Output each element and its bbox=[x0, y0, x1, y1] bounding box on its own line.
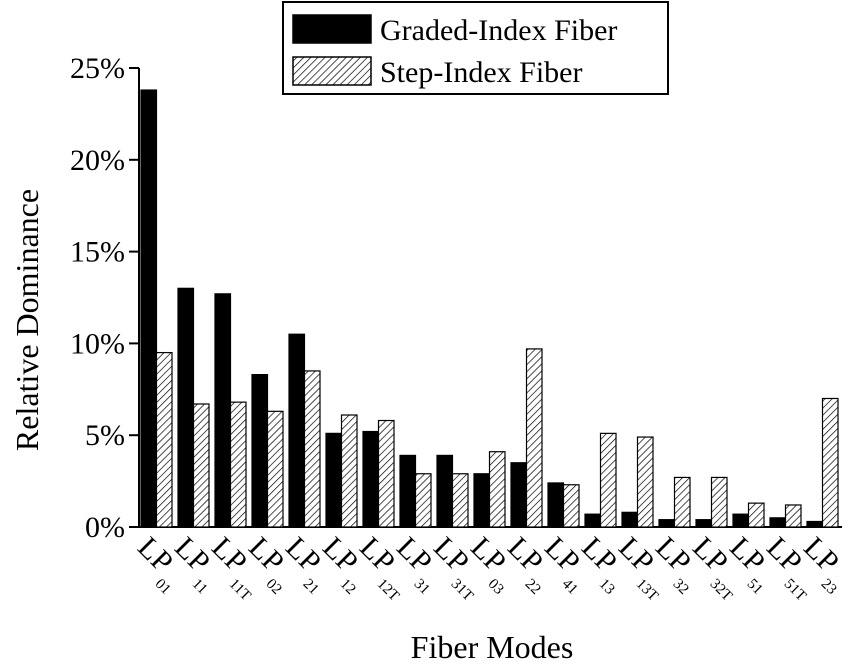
x-tick-label-sub: 23 bbox=[818, 576, 840, 598]
x-tick-label-sub: 13 bbox=[596, 576, 618, 598]
bar-graded-51t bbox=[769, 517, 787, 528]
bars-group bbox=[140, 89, 839, 528]
y-tick-label: 5% bbox=[85, 419, 125, 452]
bar-graded-12t bbox=[362, 430, 380, 528]
bar-graded-03 bbox=[473, 473, 491, 528]
bar-step-03 bbox=[488, 451, 506, 528]
bar-graded-32t bbox=[695, 519, 713, 528]
x-tick-label-sub: 51T bbox=[781, 576, 809, 604]
bar-step-41 bbox=[562, 484, 580, 528]
x-tick-label-sub: 32T bbox=[707, 576, 735, 604]
legend: Graded-Index Fiber Step-Index Fiber bbox=[282, 1, 669, 95]
bar-graded-41 bbox=[547, 482, 565, 528]
x-tick-label-sub: 12T bbox=[374, 576, 402, 604]
bar-step-32 bbox=[673, 476, 691, 528]
x-tick-label-sub: 11 bbox=[189, 576, 211, 598]
bar-step-23 bbox=[821, 397, 839, 528]
bar-step-02 bbox=[266, 410, 284, 528]
bar-step-01 bbox=[155, 351, 173, 528]
bar-step-13t bbox=[636, 436, 654, 528]
bar-graded-51 bbox=[732, 513, 750, 528]
bar-step-13 bbox=[599, 432, 617, 528]
bar-step-12t bbox=[377, 419, 395, 528]
bar-step-11t bbox=[229, 401, 247, 528]
y-tick-label: 25% bbox=[70, 52, 125, 85]
x-tick-label-sub: 11T bbox=[226, 576, 254, 604]
bar-step-31t bbox=[451, 473, 469, 528]
bar-step-31 bbox=[414, 473, 432, 528]
bar-graded-01 bbox=[140, 89, 158, 528]
x-tick-label-sub: 32 bbox=[670, 576, 692, 598]
bar-graded-13t bbox=[621, 511, 639, 528]
bar-step-51t bbox=[784, 504, 802, 528]
bar-graded-32 bbox=[658, 519, 676, 528]
x-tick-label-sub: 31 bbox=[411, 576, 433, 598]
bar-graded-12 bbox=[325, 432, 343, 528]
bar-step-21 bbox=[303, 370, 321, 528]
y-tick-label: 0% bbox=[85, 511, 125, 544]
x-tick-label-sub: 01 bbox=[152, 576, 174, 598]
bar-graded-31t bbox=[436, 454, 454, 528]
bar-graded-11t bbox=[214, 293, 232, 528]
y-tick-label: 15% bbox=[70, 236, 125, 269]
x-tick-label-sub: 21 bbox=[300, 576, 322, 598]
legend-swatch-graded bbox=[292, 14, 372, 44]
bar-step-11 bbox=[192, 403, 210, 528]
bar-graded-11 bbox=[177, 287, 195, 528]
bar-step-12 bbox=[340, 414, 358, 528]
bar-graded-22 bbox=[510, 462, 528, 528]
y-tick-label: 20% bbox=[70, 144, 125, 177]
x-tick-label-sub: 03 bbox=[485, 576, 507, 598]
y-axis-ticks: 0% 5% 10% 15% 20% 25% bbox=[70, 52, 139, 544]
y-axis-title: Relative Dominance bbox=[9, 189, 45, 451]
x-axis-title: Fiber Modes bbox=[411, 629, 574, 665]
y-tick-label: 10% bbox=[70, 327, 125, 360]
bar-graded-21 bbox=[288, 333, 306, 528]
bar-graded-23 bbox=[806, 520, 824, 528]
bar-graded-13 bbox=[584, 513, 602, 528]
legend-label-step: Step-Index Fiber bbox=[380, 56, 582, 89]
bar-graded-02 bbox=[251, 374, 269, 528]
legend-swatch-step bbox=[292, 56, 372, 86]
bar-step-22 bbox=[525, 348, 543, 528]
bar-graded-31 bbox=[399, 454, 417, 528]
x-tick-label-sub: 22 bbox=[522, 576, 544, 598]
legend-label-graded: Graded-Index Fiber bbox=[380, 14, 617, 47]
x-tick-label-sub: 13T bbox=[633, 576, 661, 604]
x-tick-label-sub: 41 bbox=[559, 576, 581, 598]
x-tick-label-sub: 02 bbox=[263, 576, 285, 598]
x-axis-tick-labels: LP01LP11LP11TLP02LP21LP12LP12TLP31LP31TL… bbox=[131, 531, 845, 605]
x-tick-label-main: LP bbox=[797, 531, 845, 579]
x-tick-label-sub: 31T bbox=[448, 576, 476, 604]
x-tick-label-sub: 12 bbox=[337, 576, 359, 598]
x-tick-label-sub: 51 bbox=[744, 576, 766, 598]
bar-step-32t bbox=[710, 476, 728, 528]
bar-step-51 bbox=[747, 502, 765, 528]
